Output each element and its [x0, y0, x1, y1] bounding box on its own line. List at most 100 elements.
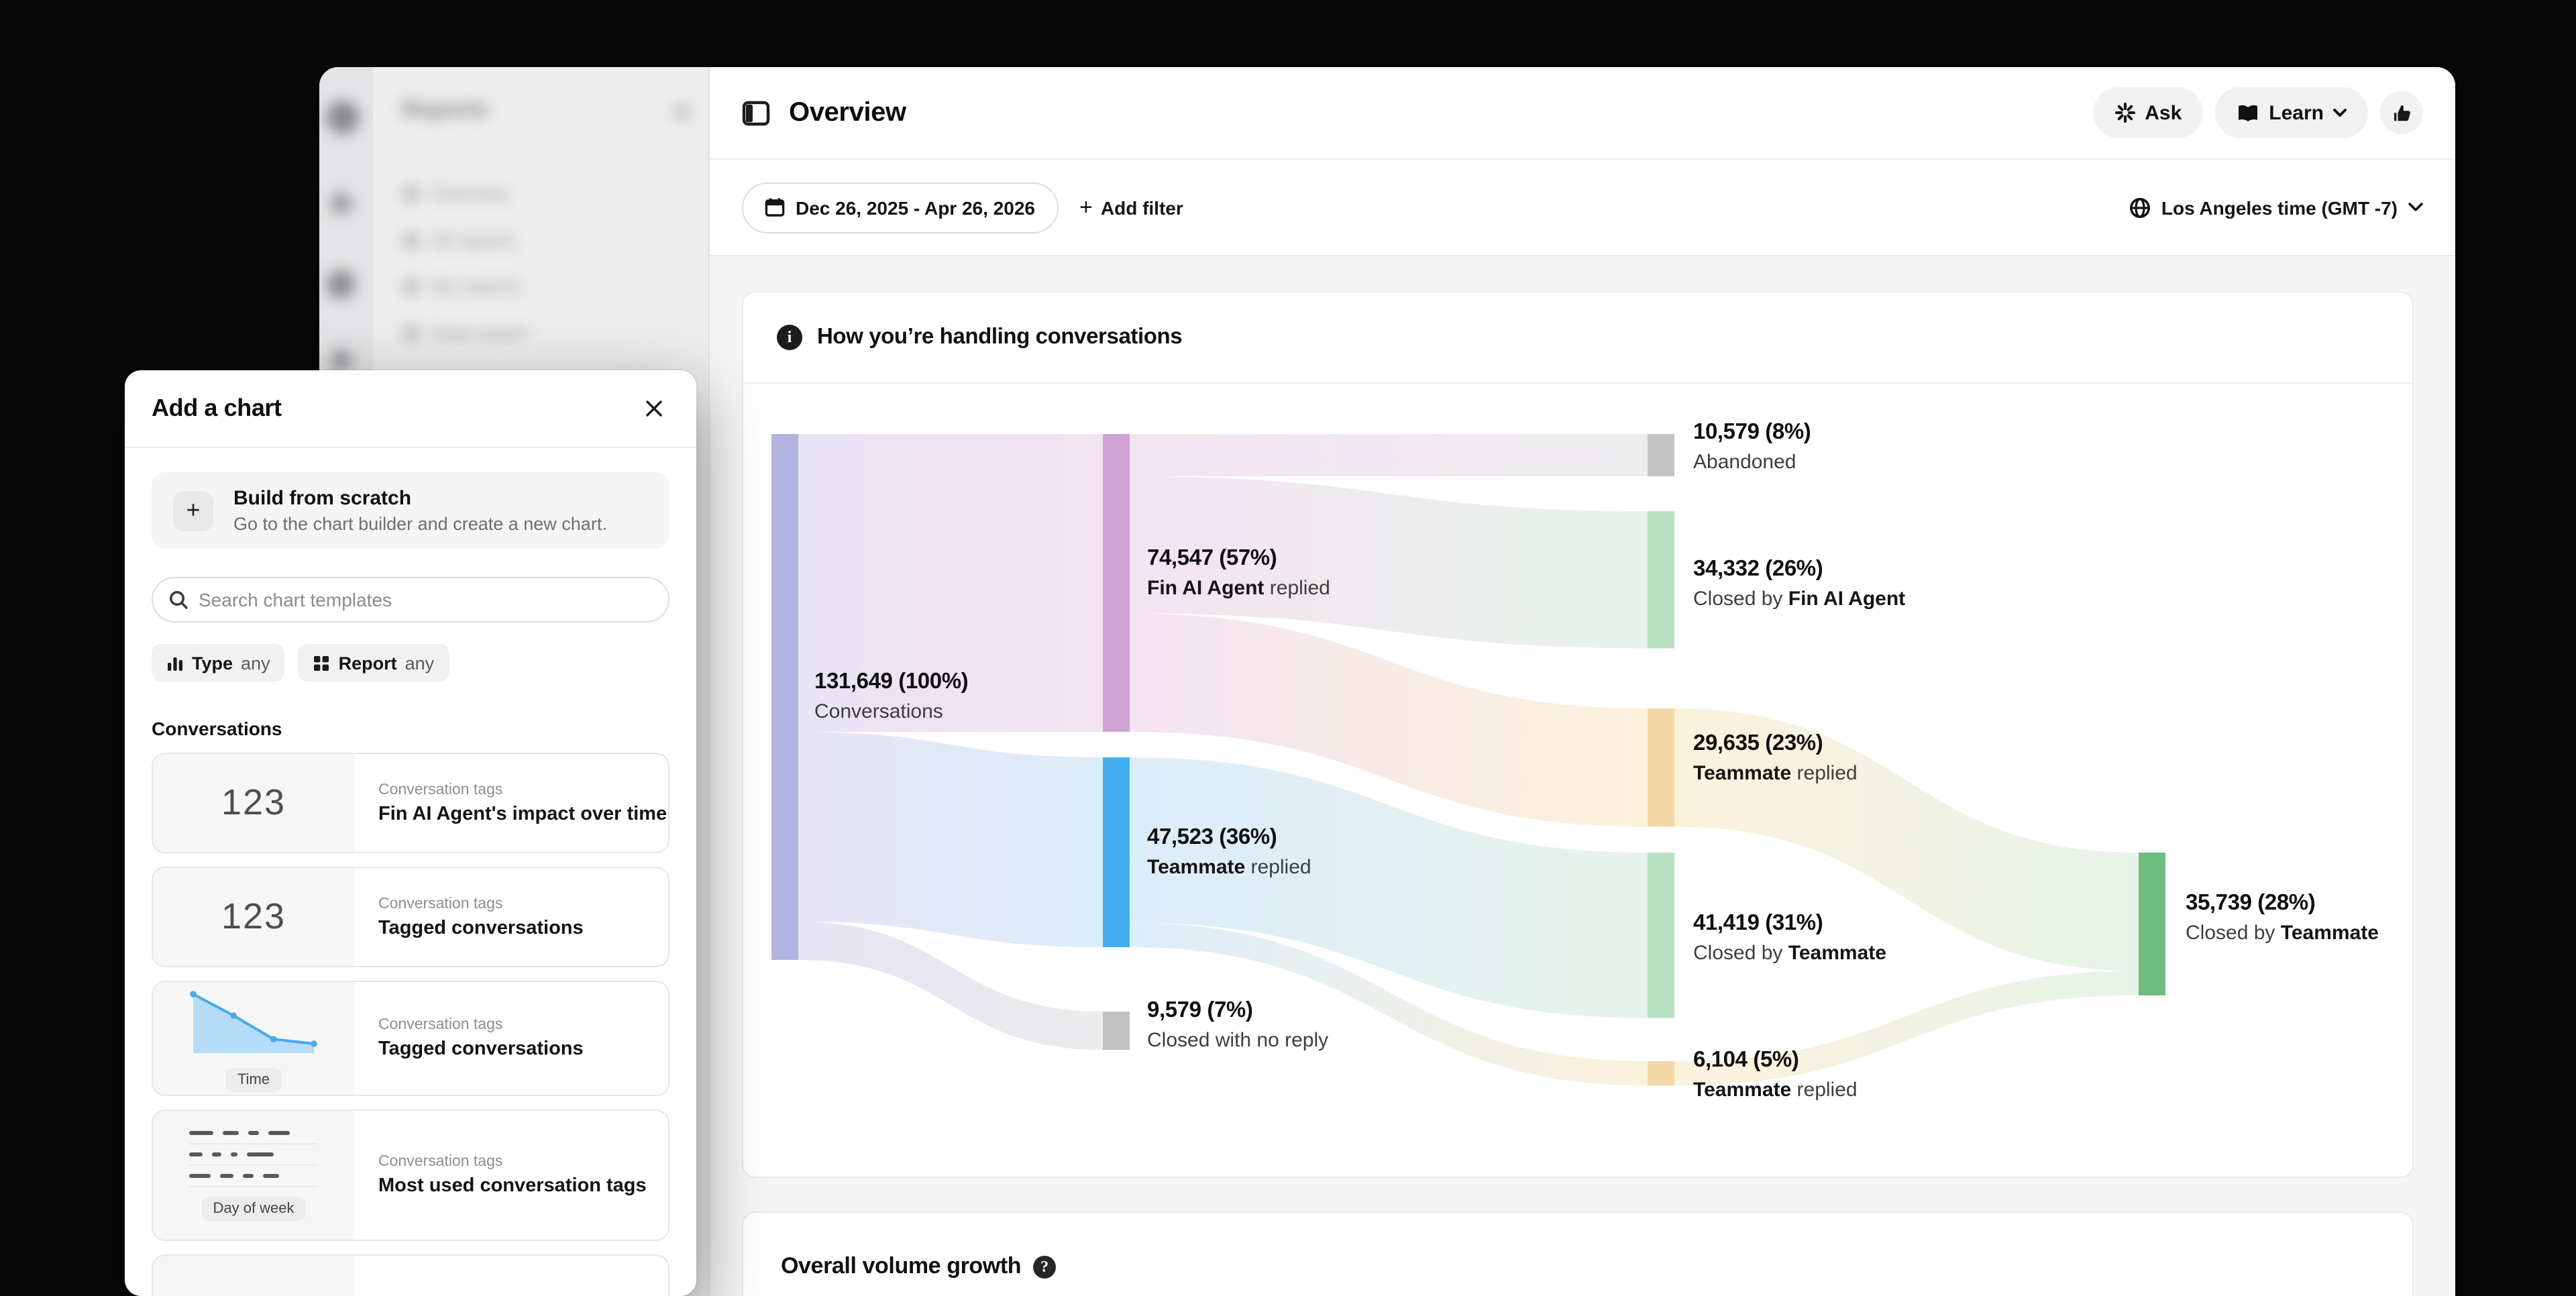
sankey-node-fin_replied[interactable] — [1103, 434, 1130, 732]
sankey-flow-conversations-to-teammate_replied — [798, 731, 1103, 948]
chip-value: any — [241, 653, 270, 673]
template-title: Fin AI Agent's impact over time — [378, 803, 667, 824]
sidebar-item-label: All reports — [431, 229, 516, 251]
sidebar-item-icon — [402, 184, 420, 202]
sankey-flow-fin_replied-to-closed_by_fin — [1130, 476, 1648, 649]
add-filter-button[interactable]: + Add filter — [1079, 194, 1183, 221]
page-header: Overview Ask — [710, 67, 2455, 160]
timezone-selector[interactable]: Los Angeles time (GMT -7) — [2129, 197, 2423, 218]
template-search[interactable] — [152, 577, 669, 623]
workspace-avatar — [326, 101, 360, 134]
chip-key: Type — [192, 653, 233, 673]
search-icon — [169, 590, 188, 609]
ask-button[interactable]: Ask — [2092, 87, 2204, 138]
modal-title: Add a chart — [152, 394, 282, 421]
build-from-scratch-button[interactable]: + Build from scratch Go to the chart bui… — [152, 472, 669, 549]
axis-pill: Day of week — [201, 1196, 307, 1220]
sidebar-item-icon — [402, 231, 420, 249]
sidebar-item-label: Data export — [431, 322, 528, 343]
sankey-flow-conversations-to-fin_replied — [798, 434, 1103, 732]
handling-conversations-card: i How you’re handling conversations 131,… — [742, 291, 2414, 1178]
learn-button[interactable]: Learn — [2215, 87, 2368, 138]
globe-icon — [2129, 197, 2151, 218]
template-category: Conversation tags — [378, 1154, 503, 1170]
sidebar-item-label: Overview — [431, 182, 509, 204]
template-category: Conversation tags — [378, 781, 503, 798]
area-chart-preview — [185, 985, 322, 1058]
template-card[interactable]: Time Conversation tags Tagged conversati… — [152, 981, 669, 1096]
rail-icon — [326, 270, 356, 299]
template-title: Most used conversation tags — [378, 1175, 647, 1197]
sidebar-item-overview: Overview — [402, 182, 509, 204]
tags-preview — [189, 1130, 318, 1187]
filter-chip-report[interactable]: Report any — [298, 644, 449, 682]
date-range-picker[interactable]: Dec 26, 2025 - Apr 26, 2026 — [742, 182, 1058, 233]
rail-icon — [330, 192, 353, 215]
template-category: Conversation tags — [378, 896, 503, 912]
card-title: How you’re handling conversations — [817, 325, 1183, 349]
feedback-hand-button[interactable] — [2380, 91, 2423, 134]
thumb-up-icon — [2392, 103, 2412, 123]
sankey-flow-teammate_replied_small-to-closed_by_teammate_end — [1674, 971, 2139, 1086]
grid-icon — [313, 654, 331, 671]
bar-chart-icon — [166, 654, 184, 671]
section-label-conversations: Conversations — [152, 718, 282, 739]
page-title: Overview — [789, 97, 906, 127]
template-preview: Time — [153, 982, 354, 1095]
sankey-flow-teammate_replied-to-closed_by_teammate_mid — [1130, 757, 1648, 1018]
search-input[interactable] — [199, 589, 652, 610]
report-canvas: i How you’re handling conversations 131,… — [710, 256, 2455, 1296]
filter-chip-type[interactable]: Type any — [152, 644, 285, 682]
sankey-flow-fin_replied-to-teammate_replied_after_fin — [1130, 613, 1648, 827]
chevron-down-icon — [2333, 109, 2347, 117]
close-icon[interactable] — [637, 392, 669, 425]
rail-icon — [330, 349, 353, 372]
calendar-icon — [765, 197, 785, 217]
add-filter-label: Add filter — [1100, 197, 1183, 218]
sankey-flow-teammate_replied-to-teammate_replied_small — [1130, 922, 1648, 1086]
info-icon[interactable]: i — [777, 325, 802, 350]
volume-growth-card: Overall volume growth ? — [742, 1211, 2414, 1296]
sankey-flow-conversations-to-closed_no_reply — [798, 921, 1103, 1050]
sankey-node-teammate_replied_after_fin[interactable] — [1648, 708, 1674, 827]
sidebar-title: Reports — [402, 97, 489, 122]
timezone-value: Los Angeles time (GMT -7) — [2161, 197, 2398, 218]
sankey-node-teammate_replied_small[interactable] — [1648, 1061, 1674, 1086]
sankey-node-teammate_replied[interactable] — [1103, 757, 1130, 948]
build-from-scratch-title: Build from scratch — [233, 487, 412, 510]
sankey-node-closed_by_teammate_mid[interactable] — [1648, 853, 1674, 1018]
chevron-down-icon — [2408, 203, 2423, 212]
template-title: Tagged conversations — [378, 917, 584, 938]
sidebar-item-label: My reports — [431, 275, 520, 296]
template-card[interactable]: 123 Conversation tags Fin AI Agent's imp… — [152, 753, 669, 853]
number-preview: 123 — [221, 782, 286, 822]
axis-pill: Time — [225, 1067, 282, 1091]
template-title: Tagged conversations — [378, 1038, 584, 1060]
ask-label: Ask — [2145, 101, 2182, 124]
number-preview: 123 — [221, 896, 286, 936]
help-icon[interactable]: ? — [1033, 1255, 1057, 1278]
sidebar-collapse-icon — [672, 102, 692, 122]
template-preview: 123 — [153, 868, 354, 966]
sankey-node-closed_no_reply[interactable] — [1103, 1012, 1130, 1050]
fin-sparkle-icon — [2114, 102, 2135, 123]
template-preview: 123 — [153, 754, 354, 852]
plus-icon: + — [1079, 194, 1093, 219]
main-panel: Overview Ask — [710, 67, 2455, 1296]
template-card[interactable]: Day of week Conversation tags Most used … — [152, 1110, 669, 1241]
sankey-flow-fin_replied-to-abandoned — [1130, 434, 1648, 477]
template-card[interactable]: 123 Conversation tags Tagged conversatio… — [152, 867, 669, 967]
sidebar-item-data-export: Data export — [402, 322, 528, 343]
sidebar-item-my-reports: My reports — [402, 275, 519, 296]
modal-header: Add a chart — [125, 370, 696, 448]
sankey-node-conversations[interactable] — [771, 434, 798, 960]
sankey-node-closed_by_fin[interactable] — [1648, 511, 1674, 649]
panel-toggle-icon[interactable] — [742, 100, 770, 125]
chip-value: any — [405, 653, 435, 673]
chip-key: Report — [338, 653, 397, 673]
sankey-node-abandoned[interactable] — [1648, 434, 1674, 477]
sankey-node-closed_by_teammate_end[interactable] — [2139, 853, 2165, 995]
app-window: Reports Overview All reports › My report… — [319, 67, 2455, 1296]
template-card-partial[interactable] — [152, 1254, 669, 1296]
